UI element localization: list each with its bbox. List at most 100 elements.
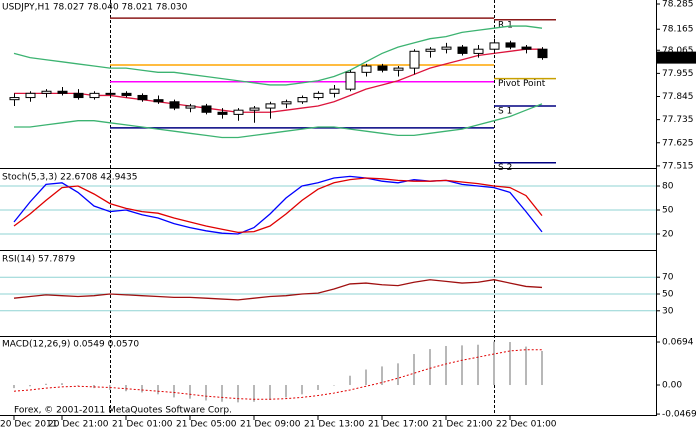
y-tick-label: 77.515 — [662, 161, 694, 171]
macd-bar — [173, 385, 175, 398]
indicator-line — [14, 48, 542, 113]
candle-body — [265, 103, 276, 109]
indicator-line — [13, 177, 543, 234]
macd-bar — [301, 385, 303, 395]
macd-bar — [477, 344, 479, 386]
macd-bar — [141, 385, 143, 393]
candle-body — [441, 46, 452, 50]
macd-bar — [285, 385, 287, 398]
candle-body — [217, 111, 228, 115]
signal-line — [13, 349, 542, 400]
y-tick-label: 78.285 — [662, 0, 694, 9]
candle-body — [297, 97, 308, 103]
macd-bar — [45, 383, 47, 386]
macd-bar — [413, 354, 415, 386]
macd-bar — [381, 366, 383, 386]
candle-body — [377, 65, 388, 71]
macd-bar — [493, 341, 495, 386]
candle-body — [393, 67, 404, 71]
panel-title: USDJPY,H1 78.027 78.040 78.021 78.030 — [2, 3, 188, 13]
macd-bar — [525, 346, 527, 386]
macd-bar — [157, 385, 159, 395]
candle-body — [57, 90, 68, 94]
candle-body — [425, 48, 436, 52]
macd-bar — [429, 349, 431, 386]
x-tick-label: 21 Dec 21:00 — [432, 420, 493, 430]
x-tick-label: 20 Dec 21:00 — [48, 420, 109, 430]
y-tick-label: 77.955 — [662, 69, 694, 79]
candle-body — [537, 48, 548, 59]
macd-bar — [461, 345, 463, 386]
y-tick-label: 0.00 — [662, 381, 682, 391]
y-tick-label: 78.165 — [662, 25, 694, 35]
candle-body — [345, 71, 356, 90]
candle-body — [25, 92, 36, 99]
candle-body — [73, 92, 84, 99]
y-tick-label: 50 — [662, 206, 674, 216]
x-tick-label: 21 Dec 09:00 — [240, 420, 301, 430]
candle-body — [313, 92, 324, 99]
x-tick-label: 21 Dec 17:00 — [368, 420, 429, 430]
candle-body — [473, 48, 484, 54]
x-tick-label: 21 Dec 05:00 — [176, 420, 237, 430]
macd-bar — [509, 342, 511, 386]
y-tick-label: 70 — [662, 273, 674, 283]
y-tick-label: 80 — [662, 182, 674, 192]
x-tick-label: 21 Dec 13:00 — [304, 420, 365, 430]
pivot-label: Pivot Point — [498, 79, 546, 89]
macd-bar — [29, 385, 31, 387]
pivot-label: R 1 — [498, 20, 513, 30]
x-tick-label: 20 Dec 2011 — [0, 420, 58, 430]
panel-title: MACD(12,26,9) 0.0549 0.0570 — [2, 340, 139, 350]
candle-body — [489, 42, 500, 50]
copyright: Forex, © 2001-2011 MetaQuotes Software C… — [14, 406, 232, 416]
indicator-line — [13, 175, 543, 235]
macd-bar — [189, 385, 191, 399]
y-tick-label: 0.0694 — [662, 338, 694, 348]
candle-body — [41, 90, 52, 94]
macd-bar — [125, 385, 127, 392]
candle-body — [361, 65, 372, 73]
macd-bar — [237, 385, 239, 403]
macd-bar — [317, 385, 319, 390]
macd-bar — [253, 385, 255, 402]
candle-body — [233, 109, 244, 115]
x-tick-label: 22 Dec 01:00 — [496, 420, 557, 430]
candle-body — [185, 105, 196, 109]
pivot-label: S 1 — [498, 106, 512, 116]
y-tick-label: 20 — [662, 230, 674, 240]
price-marker-label: 78.030 — [660, 53, 692, 63]
macd-bar — [13, 385, 15, 389]
macd-bar — [61, 383, 63, 386]
macd-bar — [397, 363, 399, 386]
macd-bar — [365, 369, 367, 386]
candle-body — [457, 46, 468, 54]
candle-body — [137, 94, 148, 101]
candle-body — [281, 101, 292, 105]
y-tick-label: 77.735 — [662, 115, 694, 125]
indicator-line — [13, 279, 543, 301]
candle-body — [121, 92, 132, 96]
x-tick-label: 21 Dec 01:00 — [112, 420, 173, 430]
macd-bar — [269, 385, 271, 400]
candle-body — [9, 97, 20, 101]
candle-body — [505, 42, 516, 48]
macd-bar — [349, 375, 351, 386]
candle-body — [153, 99, 164, 103]
indicator-line — [13, 25, 543, 86]
macd-bar — [205, 385, 207, 401]
panel-title: RSI(14) 57.7879 — [2, 255, 75, 265]
candle-body — [105, 92, 116, 95]
candle-body — [249, 107, 260, 111]
candle-body — [169, 101, 180, 109]
macd-bar — [77, 385, 79, 386]
candle-body — [89, 92, 100, 99]
y-tick-label: 50 — [662, 290, 674, 300]
candle-body — [329, 88, 340, 94]
price-marker — [657, 51, 696, 64]
panel-title: Stoch(5,3,3) 22.6708 42.9435 — [2, 173, 137, 183]
macd-bar — [221, 385, 223, 402]
candle-body — [409, 50, 420, 69]
y-tick-label: 78.065 — [662, 46, 694, 56]
